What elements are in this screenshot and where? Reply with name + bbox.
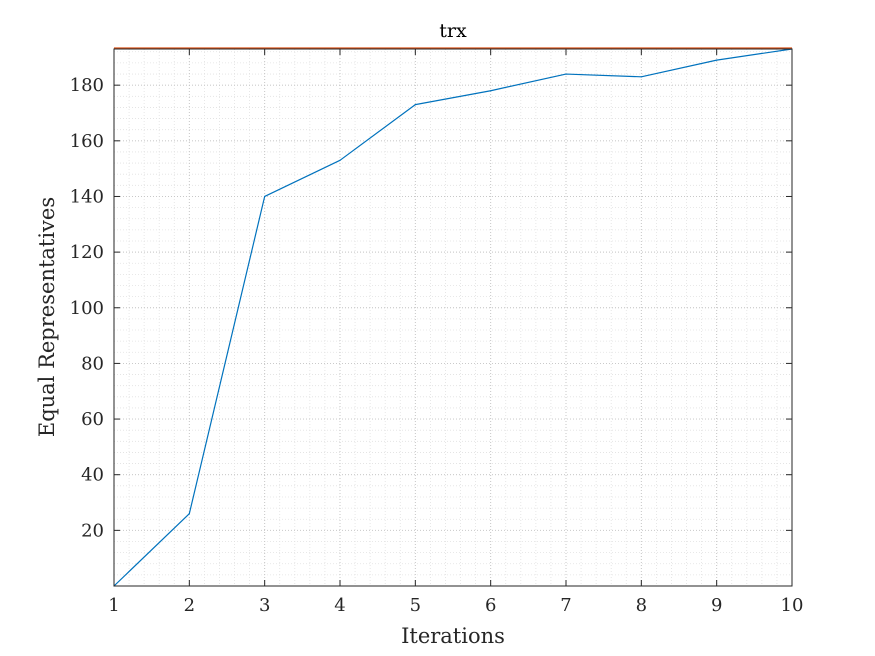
data-point — [716, 59, 718, 61]
y-tick-label: 40 — [81, 465, 104, 486]
chart-title: trx — [439, 20, 467, 42]
y-tick-label: 160 — [70, 131, 104, 152]
data-point — [640, 76, 642, 78]
data-point — [264, 195, 266, 198]
x-tick-label: 7 — [560, 595, 571, 616]
y-tick-label: 60 — [81, 409, 104, 430]
x-tick-label: 3 — [259, 595, 270, 616]
plot-frame — [113, 48, 793, 587]
y-tick-label: 120 — [70, 242, 104, 263]
y-tick-label: 20 — [81, 520, 104, 541]
plot-area — [114, 49, 792, 586]
y-tick-label: 100 — [70, 298, 104, 319]
x-tick-label: 10 — [781, 595, 804, 616]
x-axis-label: Iterations — [401, 624, 505, 648]
series-line-1 — [113, 48, 793, 587]
x-tick-label: 4 — [334, 595, 345, 616]
x-tick-label: 1 — [108, 595, 119, 616]
x-tick-label: 2 — [184, 595, 195, 616]
data-point — [490, 90, 492, 92]
x-tick-label: 5 — [410, 595, 421, 616]
data-point — [339, 159, 341, 161]
y-tick-label: 80 — [81, 353, 104, 374]
data-point — [565, 73, 567, 75]
x-tick-label: 6 — [485, 595, 496, 616]
y-tick-label: 180 — [70, 75, 104, 96]
x-tick-label: 8 — [636, 595, 647, 616]
tick-layer: 1 2 3 4 5 6 7 8 9 10 20 40 60 80 100 120 140 160 180 — [70, 49, 804, 616]
y-axis-label: Equal Representatives — [35, 197, 59, 437]
data-point — [414, 104, 416, 106]
x-tick-label: 9 — [711, 595, 722, 616]
y-tick-label: 140 — [70, 186, 104, 207]
data-point — [188, 513, 190, 515]
